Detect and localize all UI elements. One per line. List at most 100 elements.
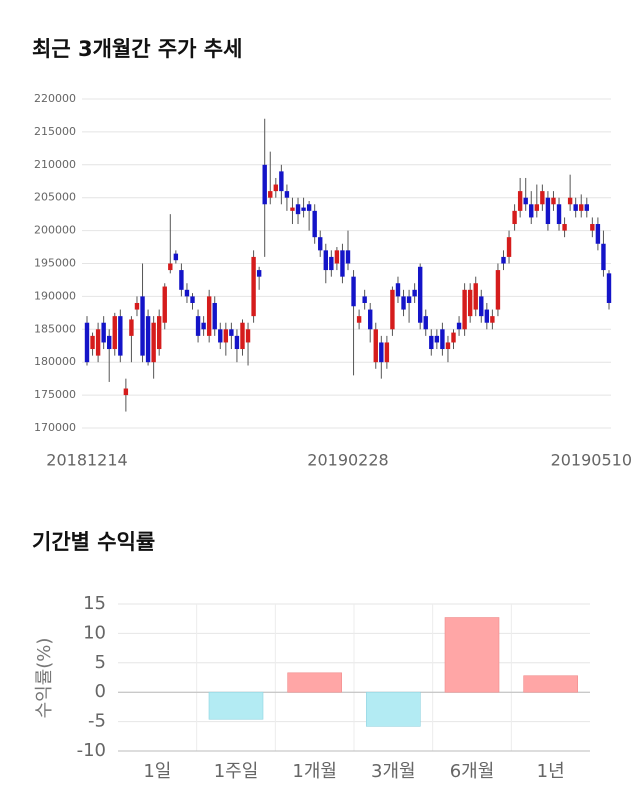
- candle-body: [295, 204, 301, 215]
- candle-body: [495, 270, 501, 310]
- candle-body: [206, 296, 212, 336]
- candle-body: [545, 197, 551, 225]
- y-tick-label: 205000: [34, 191, 76, 204]
- y-tick-label: 15: [83, 593, 106, 614]
- candle-body: [312, 210, 317, 238]
- candle-body: [118, 316, 123, 356]
- candle-body: [590, 224, 595, 231]
- candle-body: [301, 207, 306, 211]
- candle-body: [373, 329, 378, 363]
- candle-body: [379, 342, 384, 363]
- y-tick-label: 200000: [34, 224, 76, 237]
- candle-body: [140, 296, 145, 356]
- candle-body: [584, 204, 589, 211]
- candle-body: [306, 204, 312, 211]
- candle-body: [90, 335, 95, 350]
- candle-body: [606, 273, 612, 303]
- candle-body: [112, 316, 117, 350]
- y-tick-label: 185000: [34, 322, 76, 335]
- candle-body: [123, 388, 129, 396]
- y-axis-label: 수익률(%): [34, 638, 55, 719]
- candle-body: [462, 289, 467, 330]
- bar: [366, 691, 421, 727]
- candle-body: [490, 316, 495, 323]
- candle-body: [451, 332, 456, 343]
- candle-body: [184, 289, 190, 297]
- candle-body: [101, 322, 106, 343]
- bar: [444, 617, 500, 693]
- candle-body: [345, 250, 351, 264]
- candle-body: [517, 191, 523, 211]
- candle-body: [156, 316, 162, 350]
- y-tick-label: 0: [95, 681, 106, 702]
- candle-body: [573, 204, 578, 211]
- y-tick-label: 5: [95, 652, 106, 673]
- candle-body: [151, 322, 156, 363]
- candle-body: [579, 204, 584, 211]
- candle-body: [429, 335, 434, 350]
- y-tick-label: 175000: [34, 388, 76, 401]
- candle-body: [195, 316, 201, 336]
- x-tick-label: 20190228: [307, 451, 388, 470]
- y-tick-label: 195000: [34, 257, 76, 270]
- bar: [287, 672, 342, 693]
- y-tick-label: -10: [77, 740, 106, 761]
- candle-body: [318, 237, 323, 251]
- candle-body: [562, 224, 567, 231]
- candle-body: [512, 210, 517, 225]
- candle-body: [179, 270, 184, 290]
- candle-body: [84, 322, 90, 363]
- y-tick-label: 210000: [34, 158, 76, 171]
- candle-body: [595, 224, 601, 244]
- candle-body: [107, 335, 112, 350]
- candle-body: [284, 191, 290, 198]
- candle-body: [134, 302, 140, 310]
- candle-body: [467, 289, 473, 317]
- y-tick-label: 180000: [34, 355, 76, 368]
- candle-body: [173, 253, 179, 261]
- candle-body: [262, 164, 267, 205]
- candle-body: [351, 276, 356, 307]
- candle-body: [190, 296, 195, 303]
- candle-body: [601, 243, 606, 271]
- candle-body: [218, 329, 223, 343]
- candle-body: [440, 329, 445, 350]
- candle-body: [456, 322, 462, 330]
- candle-body: [417, 266, 423, 323]
- bar: [523, 675, 578, 693]
- candle-body: [268, 191, 273, 198]
- candle-body: [234, 335, 240, 350]
- y-tick-label: 170000: [34, 421, 76, 434]
- candle-body: [201, 322, 206, 330]
- candle-body: [423, 316, 428, 330]
- candle-body: [395, 283, 401, 297]
- candle-body: [240, 322, 245, 350]
- candle-body: [567, 197, 573, 205]
- candle-body: [368, 309, 373, 330]
- bar: [208, 691, 264, 720]
- candle-body: [212, 302, 217, 330]
- candle-body: [145, 316, 151, 363]
- candle-body: [329, 256, 334, 271]
- candle-body: [523, 197, 528, 205]
- candle-body: [273, 184, 279, 192]
- candle-body: [406, 296, 412, 303]
- candle-body: [484, 309, 490, 323]
- candle-body: [362, 296, 367, 303]
- y-tick-label: 190000: [34, 289, 76, 302]
- y-tick-label: 215000: [34, 125, 76, 138]
- candle-body: [529, 204, 534, 218]
- x-tick-label: 20181214: [46, 451, 127, 470]
- candle-body: [229, 329, 234, 336]
- candle-body: [323, 250, 328, 271]
- candle-body: [256, 270, 262, 277]
- candle-body: [129, 319, 134, 336]
- y-tick-label: 220000: [34, 92, 76, 105]
- candle-body: [479, 296, 484, 317]
- x-tick-label: 1일: [143, 761, 171, 782]
- candle-body: [501, 256, 506, 264]
- chart-title: 최근 3개월간 주가 추세: [32, 37, 242, 61]
- candle-body: [551, 197, 556, 205]
- candle-body: [390, 289, 395, 330]
